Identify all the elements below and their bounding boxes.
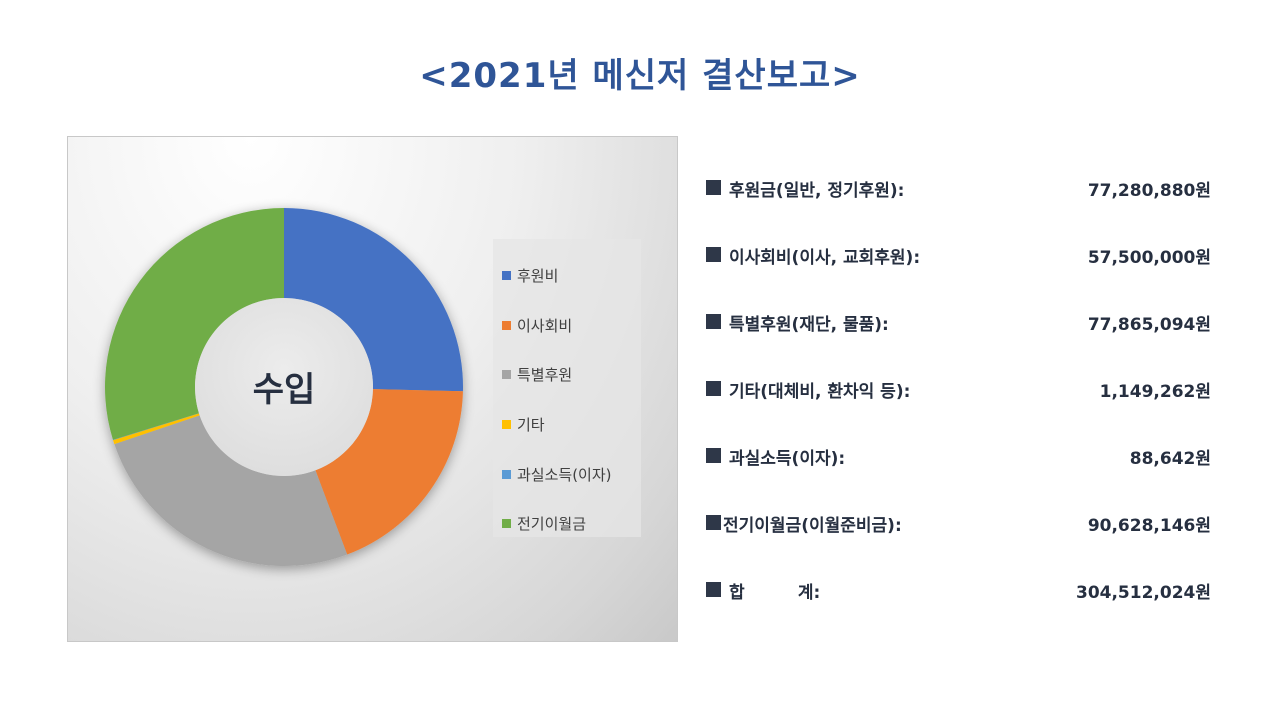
summary-row-carryover: 전기이월금(이월준비금): 90,628,146원 [705,505,1225,572]
summary-amount: 90,628,146원 [1087,516,1211,536]
donut-hole [195,298,373,476]
summary-amount: 77,865,094원 [1087,315,1211,335]
square-bullet-icon [706,448,721,463]
donut-slice [113,413,200,445]
summary-label: 특별후원(재단, 물품): [729,315,889,335]
donut-center-label: 수입 [252,370,316,410]
legend-swatch-icon [502,469,511,479]
legend-item-후원비: 후원비 [493,251,641,301]
summary-amount: 77,280,880원 [1087,181,1211,201]
donut-slice [315,389,463,555]
legend-item-전기이월금: 전기이월금 [493,499,641,549]
income-summary-list: 후원금(일반, 정기후원): 77,280,880원 이사회비(이사, 교회후원… [705,170,1225,639]
legend-item-특별후원: 특별후원 [493,350,641,400]
summary-row-total: 합 계: 304,512,024원 [705,572,1225,639]
page-title: <2021년 메신저 결산보고> [419,56,861,96]
summary-amount: 88,642원 [1129,449,1211,469]
summary-amount: 304,512,024원 [1075,583,1211,603]
square-bullet-icon [706,381,721,396]
summary-row-special-support: 특별후원(재단, 물품): 77,865,094원 [705,304,1225,371]
legend-swatch-icon [502,519,511,529]
summary-label: 기타(대체비, 환차익 등): [729,382,911,402]
legend-swatch-icon [502,271,511,281]
square-bullet-icon [706,582,721,597]
donut-slice [284,208,463,392]
legend-swatch-icon [502,420,511,430]
summary-row-interest: 과실소득(이자): 88,642원 [705,438,1225,505]
legend-label: 후원비 [517,267,559,286]
legend-swatch-icon [502,370,511,380]
donut-chart-panel: 수입 후원비 이사회비 특별후원 기타 과실소득(이자) [67,136,678,642]
summary-label: 이사회비(이사, 교회후원): [729,248,921,268]
legend-label: 이사회비 [517,316,573,335]
legend-swatch-icon [502,320,511,330]
donut-chart [105,208,463,566]
summary-label: 전기이월금(이월준비금): [723,516,902,536]
summary-row-board-fees: 이사회비(이사, 교회후원): 57,500,000원 [705,237,1225,304]
donut-slice [105,208,284,440]
summary-row-other: 기타(대체비, 환차익 등): 1,149,262원 [705,371,1225,438]
legend-label: 전기이월금 [517,515,587,534]
donut-slice [112,413,200,441]
summary-row-donations: 후원금(일반, 정기후원): 77,280,880원 [705,170,1225,237]
square-bullet-icon [706,314,721,329]
legend-item-기타: 기타 [493,400,641,450]
donut-slice [114,415,348,566]
legend-label: 기타 [517,416,545,435]
summary-label: 합 계: [729,583,821,603]
square-bullet-icon [706,247,721,262]
legend-label: 특별후원 [517,366,573,385]
chart-legend: 후원비 이사회비 특별후원 기타 과실소득(이자) 전기이월금 [493,239,641,537]
summary-label: 후원금(일반, 정기후원): [729,181,905,201]
legend-label: 과실소득(이자) [517,465,612,484]
summary-amount: 57,500,000원 [1087,248,1211,268]
square-bullet-icon [706,180,721,195]
summary-label: 과실소득(이자): [729,449,846,469]
summary-amount: 1,149,262원 [1099,382,1211,402]
legend-item-과실소득: 과실소득(이자) [493,449,641,499]
legend-item-이사회비: 이사회비 [493,301,641,351]
square-bullet-icon [706,515,721,530]
